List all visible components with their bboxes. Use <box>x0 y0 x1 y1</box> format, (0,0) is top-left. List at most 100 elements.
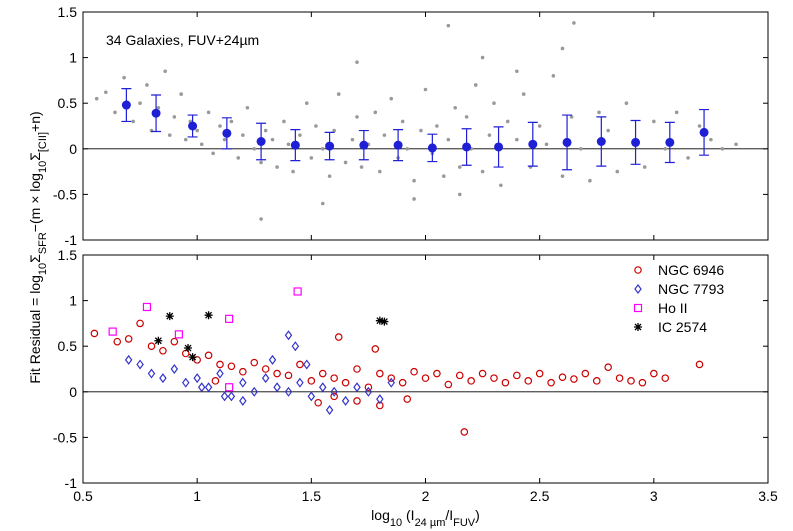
mean-point <box>631 137 641 147</box>
point <box>334 333 343 341</box>
point <box>464 115 469 119</box>
point <box>204 311 213 320</box>
subscript: SFR <box>37 232 49 254</box>
point <box>341 395 350 406</box>
plot-area <box>83 255 768 483</box>
point <box>535 369 544 378</box>
point <box>216 368 224 379</box>
point <box>615 374 624 382</box>
y-tick-label: 1.5 <box>58 247 78 263</box>
point <box>441 174 446 178</box>
point <box>364 386 373 397</box>
point <box>453 105 457 110</box>
legend-marker <box>634 266 642 274</box>
label-part: Σ <box>27 254 43 263</box>
point <box>273 369 281 378</box>
point <box>184 344 193 353</box>
point <box>124 335 133 343</box>
point <box>108 327 117 336</box>
point <box>364 383 373 392</box>
point <box>661 374 670 382</box>
point <box>478 369 487 378</box>
point <box>174 330 183 339</box>
point <box>188 353 197 362</box>
mean-point <box>528 139 538 149</box>
point <box>720 147 725 151</box>
point <box>455 371 464 380</box>
subscript: 24 µm <box>415 517 446 529</box>
point <box>94 96 99 101</box>
point <box>499 183 503 188</box>
point <box>387 377 395 388</box>
point <box>270 137 275 142</box>
point <box>138 101 142 105</box>
point <box>480 169 485 174</box>
point <box>405 147 410 151</box>
legend-marker <box>634 323 642 331</box>
point <box>615 169 620 174</box>
point <box>204 382 213 393</box>
mean-point <box>393 140 403 150</box>
point <box>170 337 179 346</box>
point <box>492 101 496 105</box>
subscript: 10 <box>37 263 49 275</box>
point <box>183 137 188 142</box>
point <box>570 375 578 383</box>
point <box>373 110 378 115</box>
y-tick-label: -1 <box>65 232 78 248</box>
point <box>218 124 222 128</box>
point <box>225 314 234 323</box>
point <box>652 119 656 124</box>
point <box>325 405 334 416</box>
point <box>419 128 423 133</box>
point <box>521 92 526 96</box>
point <box>309 156 314 160</box>
y-tick-label: 0.5 <box>58 338 78 354</box>
point <box>359 165 364 169</box>
point <box>261 373 270 384</box>
mean-point <box>359 140 369 150</box>
subscript: [CII] <box>37 132 49 152</box>
point <box>487 133 492 137</box>
mean-point <box>699 127 709 137</box>
y-tick-label: 1.5 <box>58 4 78 20</box>
point <box>307 391 316 402</box>
point <box>480 55 485 60</box>
point <box>159 346 167 355</box>
point <box>537 124 542 128</box>
label-part: /I <box>445 507 453 523</box>
label-part: +n) <box>27 111 43 132</box>
point <box>199 142 204 147</box>
x-tick-label: 3.5 <box>758 488 778 504</box>
point <box>638 378 647 387</box>
point <box>193 373 201 384</box>
point <box>273 382 281 393</box>
point <box>501 378 510 387</box>
mean-point <box>596 137 606 147</box>
point <box>695 360 704 369</box>
point <box>421 374 430 382</box>
point <box>284 330 293 341</box>
label-part: Fit Residual = log <box>27 275 43 384</box>
point <box>560 174 565 178</box>
point <box>444 380 453 389</box>
subscript: 10 <box>390 517 402 529</box>
point <box>604 363 612 371</box>
mean-point <box>222 128 232 138</box>
point <box>222 137 227 142</box>
plot-area <box>83 12 768 240</box>
point <box>560 46 565 51</box>
x-tick-label: 2 <box>422 488 430 504</box>
point <box>435 124 439 128</box>
point <box>259 160 263 165</box>
point <box>298 133 302 137</box>
point <box>165 312 174 321</box>
point <box>197 382 206 393</box>
legend-label: NGC 6946 <box>658 262 724 278</box>
point <box>490 374 498 382</box>
point <box>376 369 384 378</box>
label-part: −(m × log <box>27 173 43 232</box>
legend-marker <box>634 284 642 294</box>
point <box>433 369 441 378</box>
mean-point <box>325 141 335 151</box>
